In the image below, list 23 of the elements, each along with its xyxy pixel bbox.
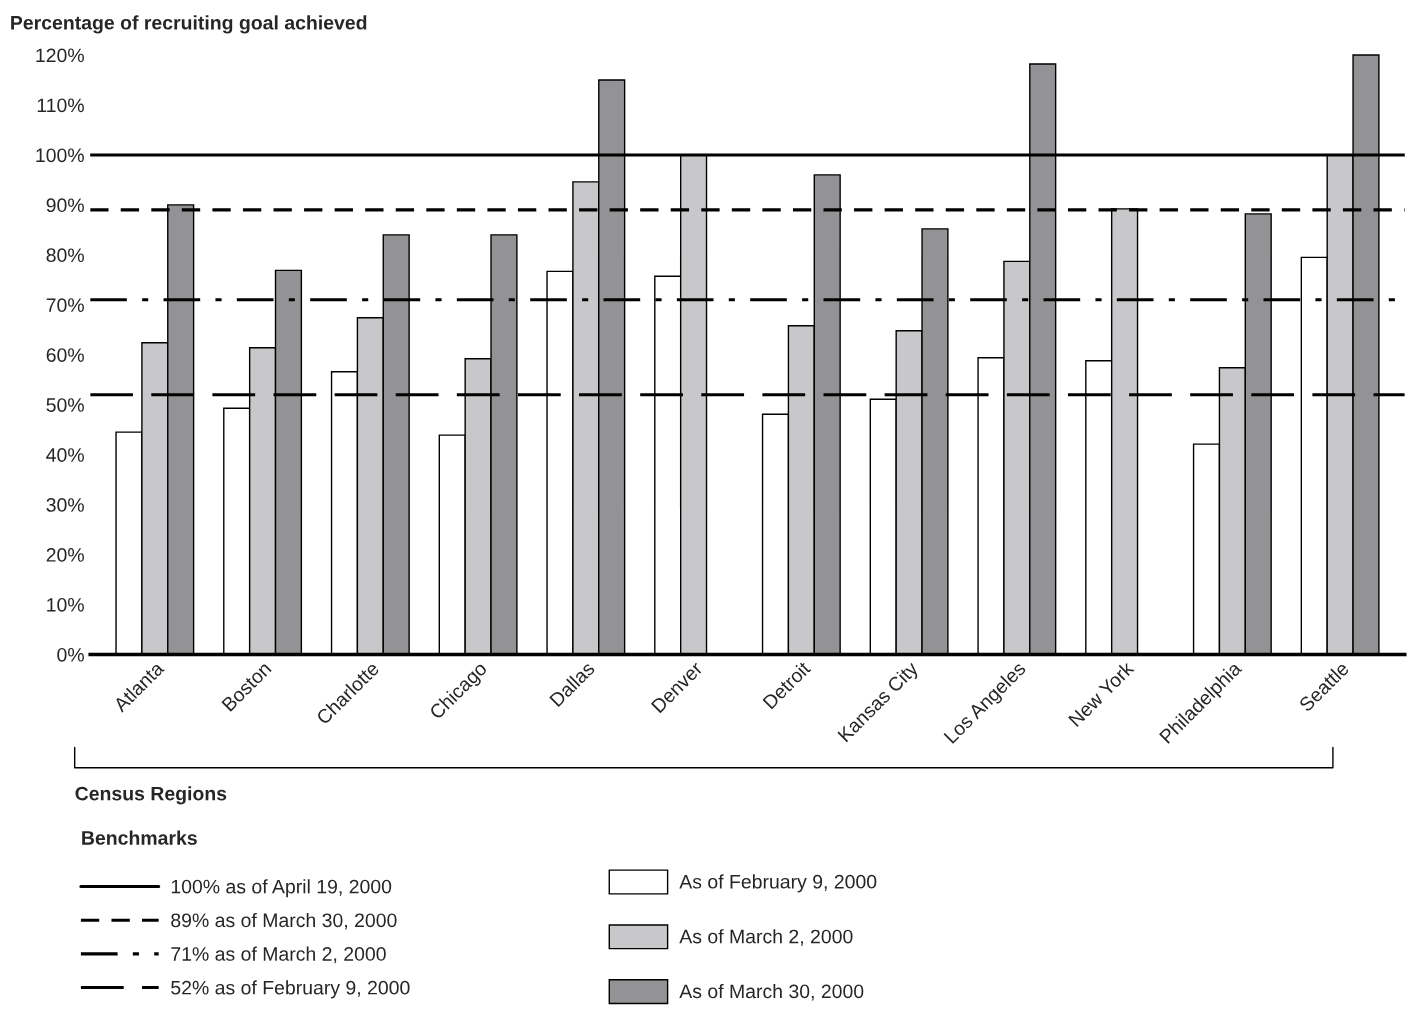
x-axis-title: Census Regions <box>75 786 227 805</box>
y-tick-label: 20% <box>46 548 84 562</box>
legend-label: 89% as of March 30, 2000 <box>171 912 397 930</box>
y-tick-label: 120% <box>36 48 84 63</box>
y-axis-title: Percentage of recruiting goal achieved <box>11 15 367 34</box>
y-tick-label: 50% <box>46 398 84 412</box>
y-tick-label: 40% <box>46 448 84 462</box>
y-tick-label: 100% <box>36 148 84 163</box>
y-tick-label: 60% <box>46 348 84 362</box>
y-tick-label: 30% <box>46 498 84 512</box>
legend-title: Benchmarks <box>82 830 197 845</box>
legend-label: 71% as of March 2, 2000 <box>171 946 386 964</box>
y-tick-label: 110% <box>37 98 84 113</box>
legend-label: As of March 2, 2000 <box>679 929 853 946</box>
y-tick-label: 90% <box>46 198 84 213</box>
y-tick-label: 0% <box>57 647 84 662</box>
y-tick-label: 80% <box>46 248 84 263</box>
y-tick-label: 10% <box>47 597 84 612</box>
legend-label: 52% as of February 9, 2000 <box>171 980 410 999</box>
legend-label: As of March 30, 2000 <box>679 983 864 1001</box>
legend-label: 100% as of April 19, 2000 <box>171 879 392 898</box>
legend-label: As of February 9, 2000 <box>679 874 877 893</box>
y-tick-label: 70% <box>46 298 84 313</box>
